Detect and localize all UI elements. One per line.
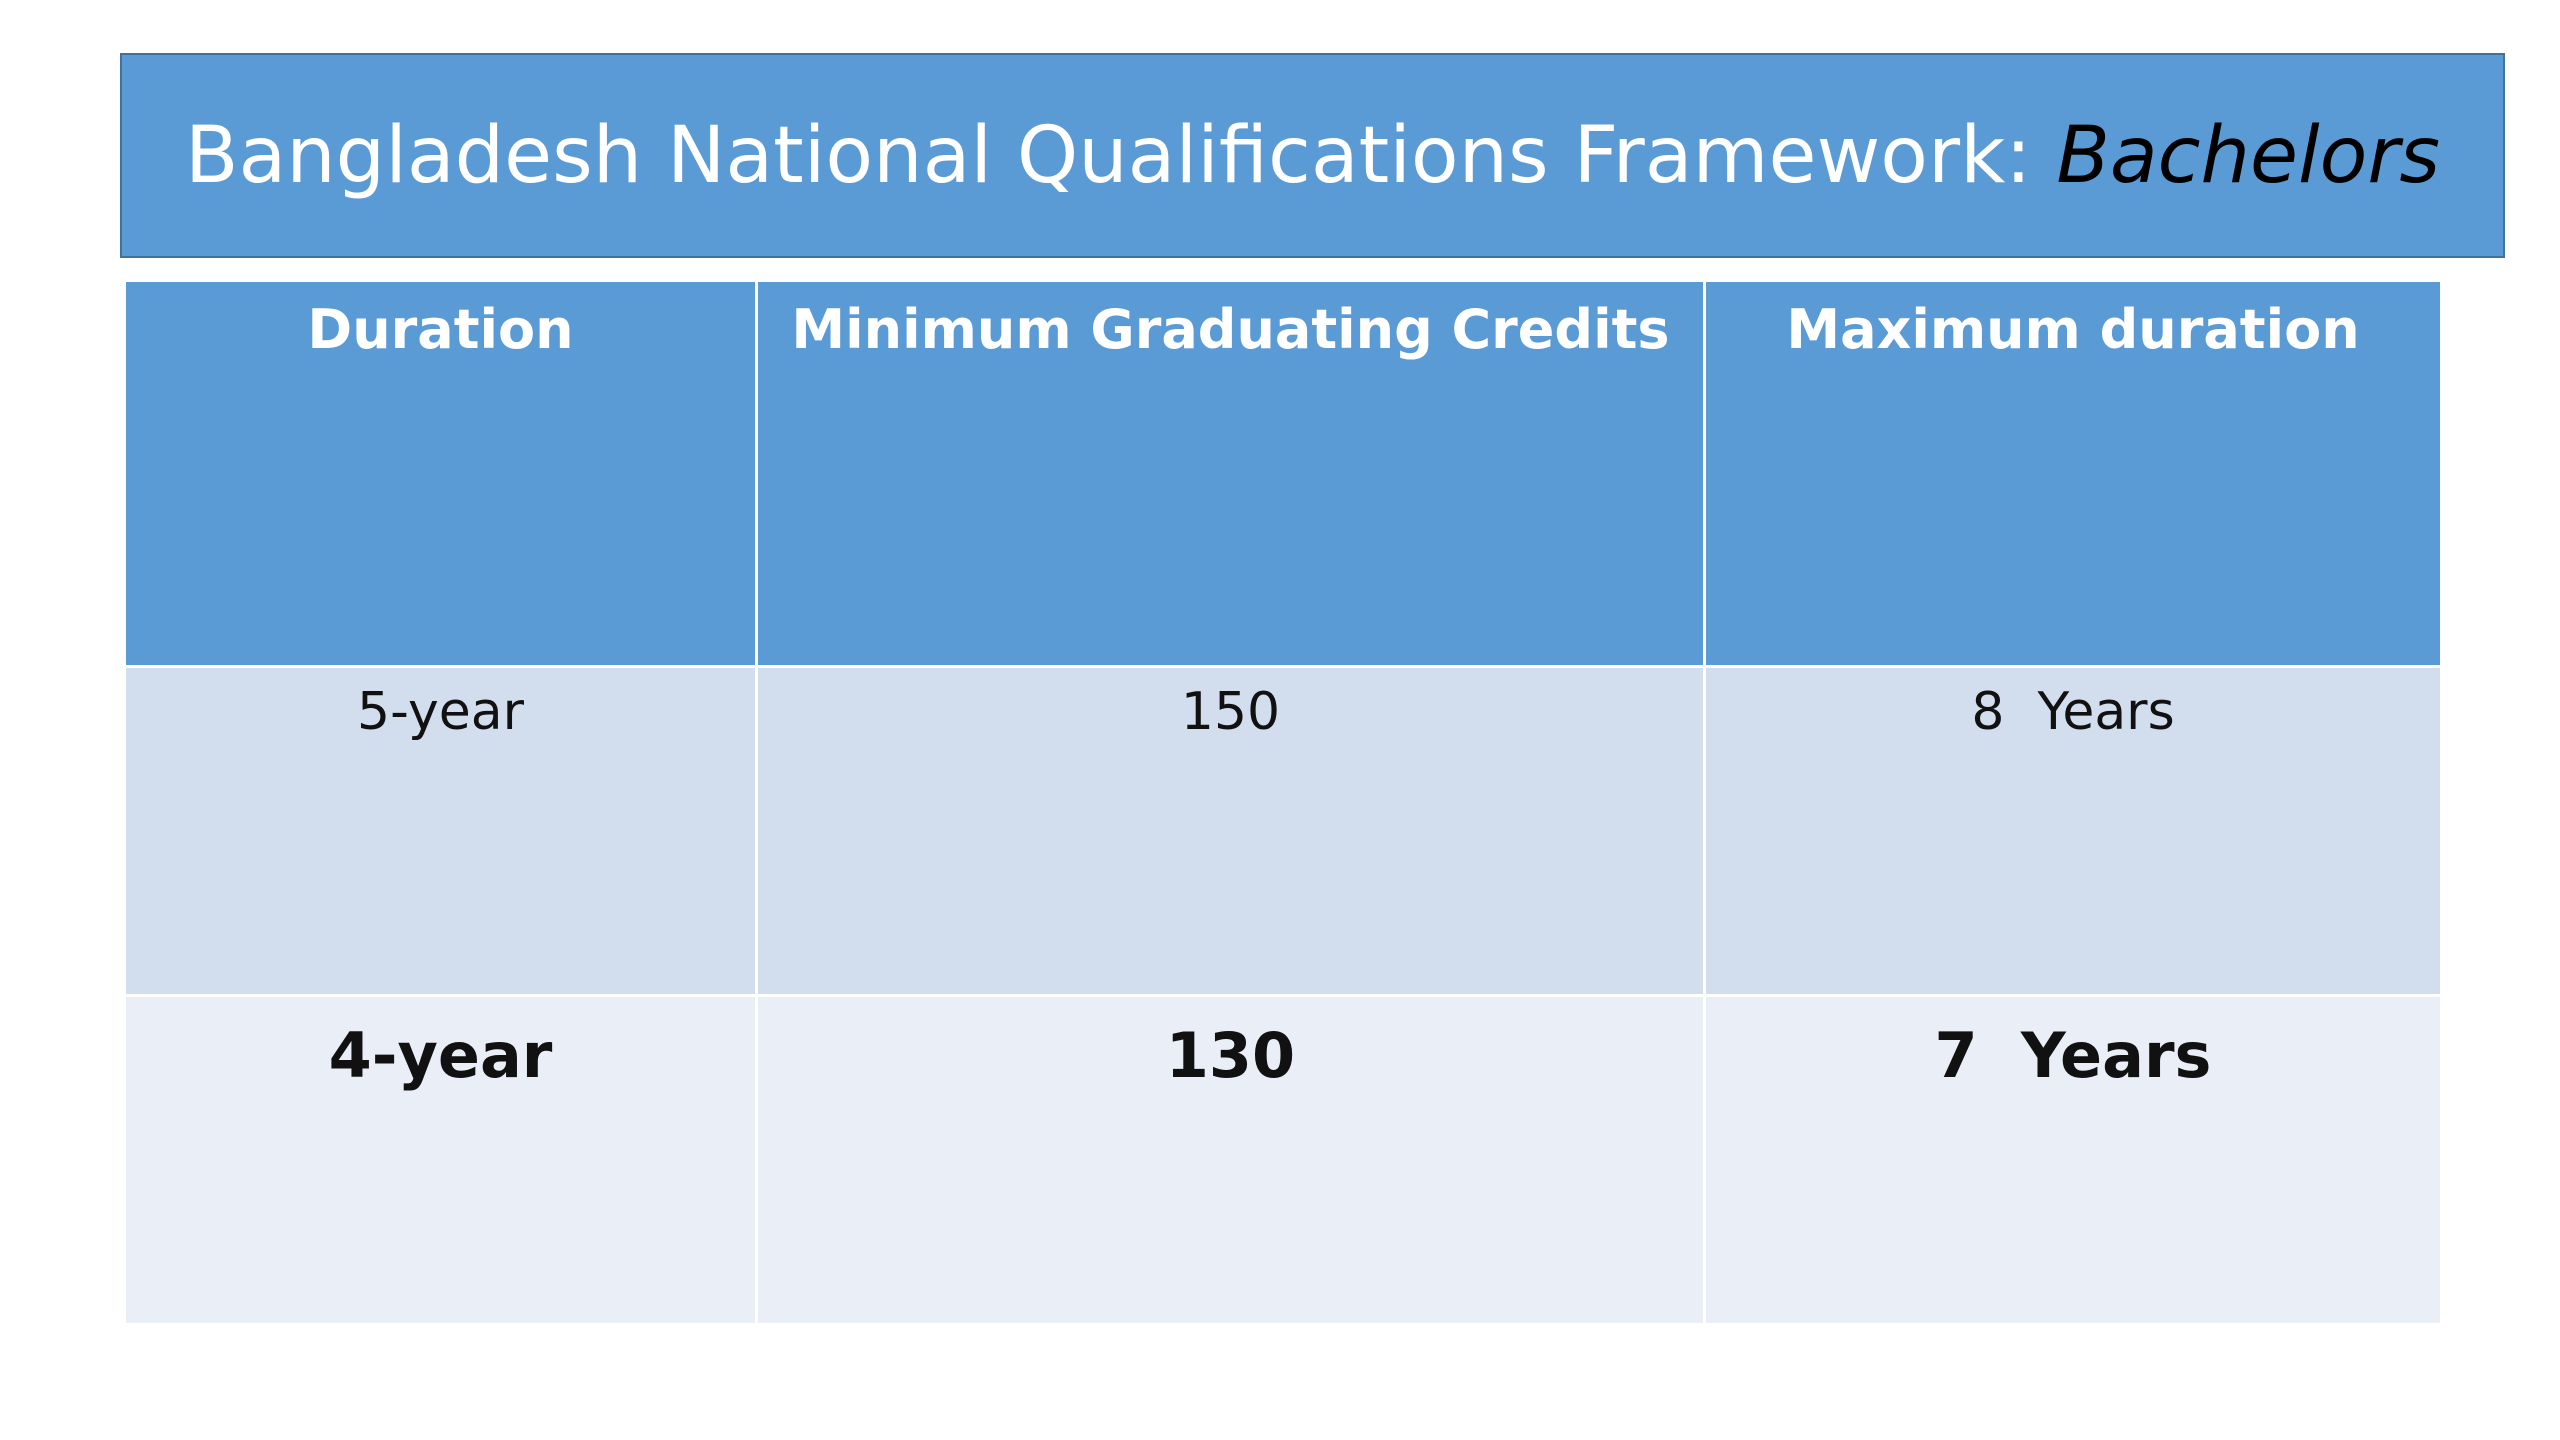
header-cell: Maximum duration [1703, 279, 2443, 668]
table: Duration Minimum Graduating Credits Maxi… [123, 279, 2443, 1326]
cell: 130 [755, 994, 1706, 1326]
row: 4-year 130 7 Years [123, 994, 2443, 1326]
cell: 8 Years [1703, 665, 2443, 997]
row: 5-year 150 8 Years [123, 665, 2443, 997]
cell: 7 Years [1703, 994, 2443, 1326]
title: Bangladesh National Qualifications Frame… [184, 110, 2057, 201]
cell: 5-year [123, 665, 758, 997]
title-bar: Bangladesh National Qualifications Frame… [120, 53, 2505, 258]
title-emphasis: Bachelors [2056, 110, 2441, 201]
cell: 4-year [123, 994, 758, 1326]
header-cell: Minimum Graduating Credits [755, 279, 1706, 668]
header-row: Duration Minimum Graduating Credits Maxi… [123, 279, 2443, 668]
header-cell: Duration [123, 279, 758, 668]
cell: 150 [755, 665, 1706, 997]
